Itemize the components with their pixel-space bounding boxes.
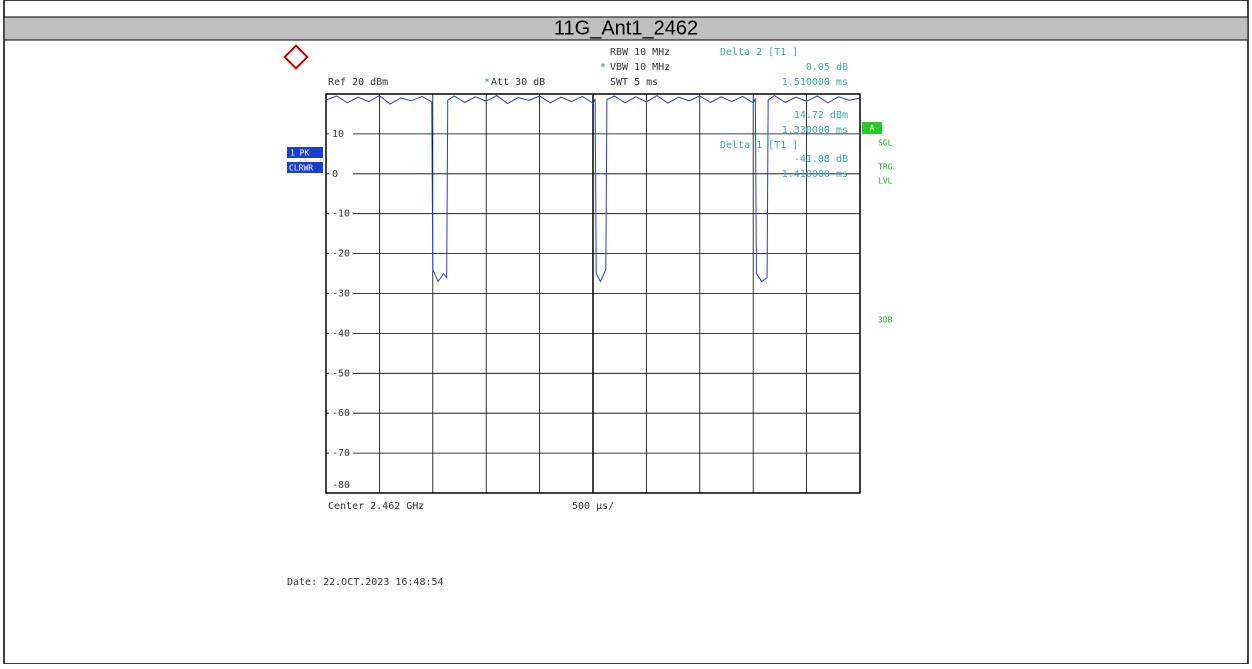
rbw: RBW 10 MHz [610,47,670,58]
y-tick-label: -80 [332,480,350,491]
y-tick-label: -70 [332,448,350,459]
plot: 10 0 -10 -20 -30 -40 -50 -60 -70 -80 [325,93,861,494]
y-tick-label: 10 [332,129,344,140]
y-tick-label: -40 [332,328,350,339]
y-tick-label: -30 [332,289,350,300]
y-tick-label: -60 [332,408,350,419]
tick-bg [329,407,353,420]
side-label: SGL [878,139,893,148]
sweep-div: 500 µs/ [572,501,614,512]
marker-info: 14.72 dBm 1.330000 ms Delta 1 [T1 ] -41.08 … [720,110,848,180]
title-row [3,16,1249,41]
swt: SWT 5 ms [610,77,658,88]
tick-bg [329,447,353,460]
marker-text: 1.510000 ms [782,77,848,88]
trace [325,94,861,283]
trace-badge [287,162,323,173]
side-label: A [870,124,875,133]
side-label: LVL [878,177,893,186]
tick-bg [329,247,353,260]
marker-text: Delta 2 [T1 ] [720,47,798,58]
marker-text: Delta 1 [T1 ] [720,140,798,151]
side-label: 3DB [878,316,893,325]
side-label: TRG [878,163,893,172]
side-label: 1 PK [290,149,309,158]
y-tick-label: 0 [332,169,338,180]
date: Date: 22.OCT.2023 16:48:54 [287,577,444,588]
chart-title: 11G_Ant1_2462 [554,17,698,39]
trace-badge [287,147,323,158]
marker-text: 1.410000 ms [782,169,848,180]
side-label: CLRWR [289,164,313,173]
star: * [484,77,490,88]
y-tick-label: -20 [332,249,350,260]
attenuation: Att 30 dB [491,77,545,88]
badge [862,122,882,134]
tick-bg [329,167,353,180]
marker-text: 14.72 dBm [794,110,848,121]
tick-bg [329,367,353,380]
tick-bg [329,127,353,140]
y-tick-label: -50 [332,368,350,379]
tick-bg [329,479,353,491]
star: * [600,62,606,73]
tick-bg [329,287,353,300]
vbw: VBW 10 MHz [610,62,670,73]
logo [283,44,309,70]
y-tick-label: -10 [332,209,350,220]
marker-text: -41.08 dB [794,154,848,165]
tick-bg [329,327,353,340]
marker-text: 0.05 dB [806,62,848,73]
table-frame [3,0,1249,665]
ref-level: Ref 20 dBm [328,77,388,88]
marker-text: 1.330000 ms [782,125,848,136]
center-freq: Center 2.462 GHz [328,501,424,512]
tick-bg [329,207,353,220]
